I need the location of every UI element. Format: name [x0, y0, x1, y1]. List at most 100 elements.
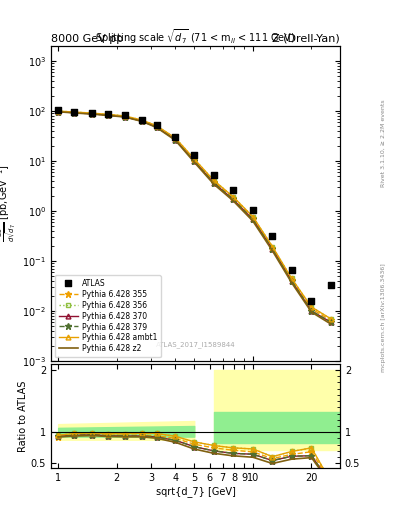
Pythia 6.428 356: [71, 109, 76, 115]
Pythia 6.428 ambt1: [211, 177, 216, 183]
X-axis label: sqrt{d_7} [GeV]: sqrt{d_7} [GeV]: [156, 486, 235, 497]
Text: ATLAS_2017_I1589844: ATLAS_2017_I1589844: [156, 342, 235, 348]
Pythia 6.428 355: [71, 110, 76, 116]
Pythia 6.428 z2: [105, 112, 110, 118]
Y-axis label: Ratio to ATLAS: Ratio to ATLAS: [18, 380, 28, 452]
Pythia 6.428 356: [270, 243, 275, 249]
Pythia 6.428 379: [154, 124, 159, 130]
Pythia 6.428 370: [309, 308, 314, 314]
Pythia 6.428 z2: [289, 280, 294, 286]
Pythia 6.428 ambt1: [123, 113, 127, 119]
ATLAS: [269, 231, 275, 240]
ATLAS: [139, 116, 145, 124]
Pythia 6.428 355: [250, 215, 255, 221]
ATLAS: [70, 108, 77, 116]
ATLAS: [211, 171, 217, 179]
Pythia 6.428 370: [328, 319, 333, 325]
ATLAS: [309, 296, 315, 305]
Pythia 6.428 379: [309, 308, 314, 314]
Pythia 6.428 355: [140, 118, 145, 124]
Pythia 6.428 370: [289, 278, 294, 284]
Pythia 6.428 ambt1: [56, 108, 61, 114]
Pythia 6.428 355: [154, 123, 159, 130]
Pythia 6.428 z2: [90, 111, 95, 117]
Pythia 6.428 370: [154, 124, 159, 130]
Y-axis label: $\frac{d\sigma}{d\sqrt{d_7}}$ [pb,GeV$^{-1}$]: $\frac{d\sigma}{d\sqrt{d_7}}$ [pb,GeV$^{…: [0, 165, 20, 242]
Line: Pythia 6.428 z2: Pythia 6.428 z2: [58, 112, 331, 324]
Pythia 6.428 379: [123, 114, 127, 120]
ATLAS: [153, 121, 160, 130]
Pythia 6.428 355: [270, 245, 275, 251]
ATLAS: [191, 151, 197, 159]
Pythia 6.428 356: [140, 117, 145, 123]
Pythia 6.428 356: [105, 111, 110, 117]
Pythia 6.428 ambt1: [140, 117, 145, 123]
Pythia 6.428 355: [309, 306, 314, 312]
Pythia 6.428 356: [56, 108, 61, 114]
Pythia 6.428 ambt1: [90, 110, 95, 116]
ATLAS: [327, 281, 334, 289]
Pythia 6.428 ambt1: [289, 275, 294, 282]
Pythia 6.428 370: [71, 110, 76, 116]
ATLAS: [250, 206, 256, 214]
Line: Pythia 6.428 379: Pythia 6.428 379: [55, 108, 334, 326]
Pythia 6.428 ambt1: [71, 109, 76, 115]
Pythia 6.428 ambt1: [173, 135, 178, 141]
Line: Pythia 6.428 356: Pythia 6.428 356: [56, 109, 333, 321]
Pythia 6.428 356: [90, 110, 95, 116]
Text: Z (Drell-Yan): Z (Drell-Yan): [272, 33, 340, 44]
Pythia 6.428 z2: [328, 321, 333, 327]
Pythia 6.428 379: [289, 278, 294, 284]
Pythia 6.428 355: [90, 111, 95, 117]
Pythia 6.428 379: [231, 196, 235, 202]
Pythia 6.428 z2: [270, 248, 275, 254]
Pythia 6.428 379: [56, 109, 61, 115]
Pythia 6.428 370: [231, 196, 235, 202]
Line: Pythia 6.428 370: Pythia 6.428 370: [56, 109, 333, 325]
Title: Splitting scale $\sqrt{d_7}$ (71 < m$_{ll}$ < 111 GeV): Splitting scale $\sqrt{d_7}$ (71 < m$_{l…: [95, 27, 296, 46]
Pythia 6.428 379: [270, 246, 275, 252]
Pythia 6.428 379: [250, 217, 255, 223]
Pythia 6.428 355: [192, 157, 196, 163]
Pythia 6.428 z2: [56, 109, 61, 115]
Line: Pythia 6.428 ambt1: Pythia 6.428 ambt1: [56, 109, 333, 321]
Pythia 6.428 379: [90, 111, 95, 117]
Pythia 6.428 356: [328, 316, 333, 322]
Pythia 6.428 379: [328, 319, 333, 325]
Pythia 6.428 379: [192, 158, 196, 164]
Pythia 6.428 ambt1: [250, 214, 255, 220]
Pythia 6.428 ambt1: [105, 111, 110, 117]
ATLAS: [288, 266, 295, 274]
Text: 8000 GeV pp: 8000 GeV pp: [51, 33, 123, 44]
Pythia 6.428 z2: [309, 309, 314, 315]
Pythia 6.428 z2: [140, 118, 145, 124]
Pythia 6.428 356: [309, 304, 314, 310]
Pythia 6.428 ambt1: [270, 243, 275, 249]
ATLAS: [105, 110, 111, 118]
Pythia 6.428 370: [211, 180, 216, 186]
Pythia 6.428 z2: [250, 218, 255, 224]
Pythia 6.428 355: [173, 136, 178, 142]
Legend: ATLAS, Pythia 6.428 355, Pythia 6.428 356, Pythia 6.428 370, Pythia 6.428 379, P: ATLAS, Pythia 6.428 355, Pythia 6.428 35…: [55, 275, 161, 357]
Pythia 6.428 356: [250, 214, 255, 220]
ATLAS: [122, 111, 128, 119]
Pythia 6.428 ambt1: [231, 194, 235, 200]
Pythia 6.428 355: [211, 179, 216, 185]
ATLAS: [230, 186, 236, 195]
Pythia 6.428 355: [328, 317, 333, 324]
Pythia 6.428 355: [123, 114, 127, 120]
Pythia 6.428 379: [105, 112, 110, 118]
Pythia 6.428 z2: [173, 137, 178, 143]
Pythia 6.428 370: [56, 109, 61, 115]
Pythia 6.428 z2: [71, 110, 76, 116]
Pythia 6.428 370: [192, 158, 196, 164]
Pythia 6.428 370: [105, 112, 110, 118]
Pythia 6.428 z2: [154, 124, 159, 131]
Pythia 6.428 355: [289, 277, 294, 283]
Pythia 6.428 355: [231, 195, 235, 201]
Pythia 6.428 370: [90, 111, 95, 117]
ATLAS: [55, 106, 61, 114]
Pythia 6.428 379: [71, 110, 76, 116]
Pythia 6.428 z2: [123, 114, 127, 120]
Pythia 6.428 356: [211, 177, 216, 183]
